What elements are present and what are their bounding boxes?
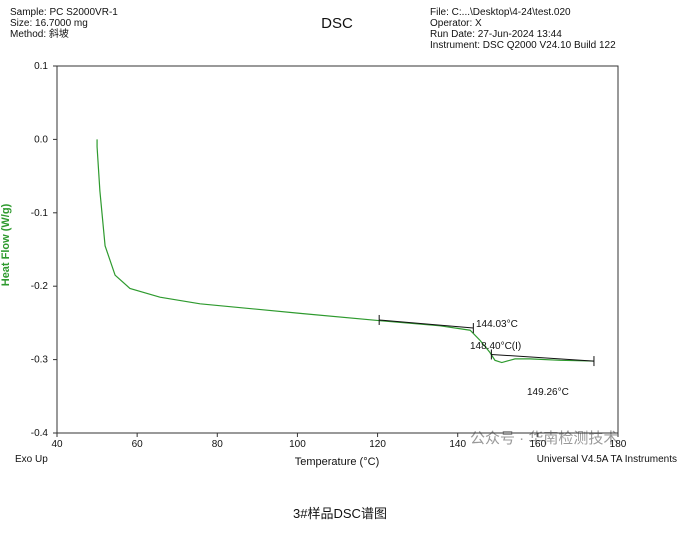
header-left-line: Size: 16.7000 mg [10, 18, 88, 29]
header-right-line: Operator: X [430, 18, 482, 29]
heat-flow-curve [96, 139, 594, 364]
y-tick-label: -0.2 [31, 281, 49, 292]
header-right-line: Run Date: 27-Jun-2024 13:44 [430, 29, 562, 40]
annotation: 148.40°C(I) [470, 341, 521, 352]
footer-left: Exo Up [15, 454, 48, 465]
footer-right: Universal V4.5A TA Instruments [537, 454, 677, 465]
tangent-line [491, 353, 594, 362]
caption: 3#样品DSC谱图 [293, 506, 387, 521]
header-left-line: Method: 斜坡 [10, 27, 69, 40]
y-tick-label: 0.1 [34, 61, 48, 72]
y-tick-label: -0.1 [31, 208, 49, 219]
tangent-line [379, 319, 474, 329]
annotation: 149.26°C [527, 387, 569, 398]
x-axis-label: Temperature (°C) [295, 456, 379, 468]
plot-frame [56, 65, 619, 434]
x-tick-label: 100 [289, 439, 306, 450]
header-right-line: Instrument: DSC Q2000 V24.10 Build 122 [430, 40, 616, 51]
y-axis-label: Heat Flow (W/g) [0, 203, 12, 286]
y-tick-label: -0.3 [31, 355, 49, 366]
annotation: 144.03°C [476, 319, 518, 330]
y-tick-label: 0.0 [34, 134, 48, 145]
x-tick-label: 80 [212, 439, 224, 450]
x-tick-label: 180 [610, 439, 627, 450]
x-tick-label: 160 [530, 439, 547, 450]
header-right-line: File: C:...\Desktop\4-24\test.020 [430, 7, 571, 18]
y-tick-label: -0.4 [31, 428, 49, 439]
x-tick-label: 140 [449, 439, 466, 450]
watermark: 公众号 · 华南检测技术 [470, 430, 618, 447]
x-tick-label: 60 [132, 439, 144, 450]
x-tick-label: 120 [369, 439, 386, 450]
chart-title: DSC [321, 15, 353, 32]
header-left-line: Sample: PC S2000VR-1 [10, 7, 118, 18]
x-tick-label: 40 [51, 439, 63, 450]
